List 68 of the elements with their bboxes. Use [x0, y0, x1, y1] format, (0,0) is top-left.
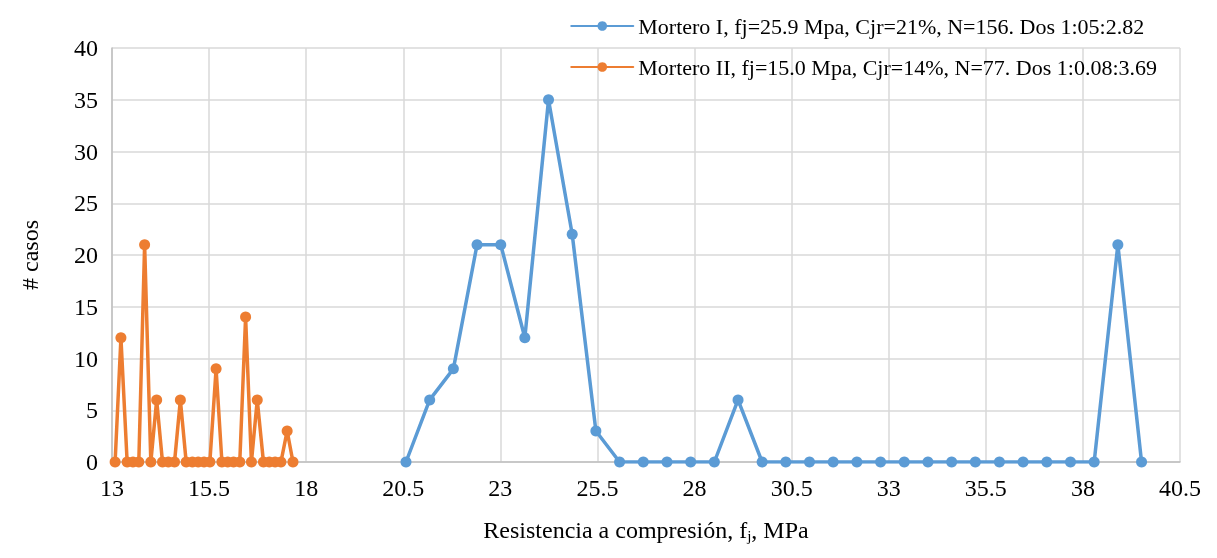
point	[287, 456, 299, 468]
point	[804, 456, 815, 468]
x-tick-label: 28	[682, 475, 707, 501]
point	[251, 394, 263, 406]
x-tick-label: 20.5	[382, 475, 425, 501]
point	[115, 332, 127, 344]
point	[756, 456, 768, 468]
point	[661, 456, 673, 468]
x-tick-label: 38	[1070, 475, 1095, 501]
point	[946, 456, 958, 468]
point	[174, 394, 186, 406]
legend-label: Mortero I, fj=25.9 Mpa, Cjr=21%, N=156. Dos 1:05:2.82	[638, 13, 1145, 39]
point	[780, 456, 792, 468]
point	[1112, 239, 1124, 251]
y-tick-label: 0	[86, 449, 98, 475]
x-tick-label: 13	[100, 475, 124, 501]
point	[566, 228, 578, 240]
point	[1136, 456, 1148, 468]
point	[400, 456, 412, 468]
point	[495, 239, 507, 251]
point	[1017, 456, 1029, 468]
x-tick-label: 30.5	[770, 475, 813, 501]
point	[898, 456, 910, 468]
x-tick-label: 33	[876, 475, 901, 501]
point	[732, 394, 744, 406]
point	[519, 332, 531, 344]
point	[543, 94, 555, 106]
point	[145, 456, 157, 468]
point	[1041, 456, 1053, 468]
point	[109, 456, 121, 468]
point	[151, 394, 163, 406]
x-tick-label: 40.5	[1159, 475, 1201, 501]
point	[281, 425, 293, 437]
point	[590, 425, 602, 437]
point	[969, 456, 981, 468]
point	[993, 456, 1005, 468]
point	[1064, 456, 1076, 468]
point	[614, 456, 626, 468]
x-tick-label: 25.5	[576, 475, 619, 501]
x-tick-label: 15.5	[188, 475, 231, 501]
x-tick-label: 18	[294, 475, 319, 501]
legend-label: Mortero II, fj=15.0 Mpa, Cjr=14%, N=77. Dos 1:0.08:3.69	[638, 54, 1157, 80]
y-tick-label: 20	[74, 242, 98, 268]
y-tick-label: 40	[74, 35, 98, 61]
point	[240, 311, 252, 323]
point	[424, 394, 436, 406]
point	[827, 456, 839, 468]
point	[210, 363, 222, 375]
y-axis-title: # casos	[17, 220, 43, 290]
point	[471, 239, 483, 251]
y-tick-label: 5	[86, 397, 98, 424]
point	[447, 363, 459, 375]
y-tick-label: 25	[74, 190, 98, 217]
point	[875, 456, 887, 468]
point	[708, 456, 720, 468]
point	[139, 239, 151, 251]
x-tick-label: 23	[488, 475, 513, 501]
point	[685, 456, 697, 468]
y-tick-label: 35	[74, 86, 98, 113]
y-tick-label: 30	[74, 138, 98, 165]
point	[1088, 456, 1100, 468]
y-tick-label: 15	[74, 293, 98, 320]
point	[637, 456, 649, 468]
point	[851, 456, 863, 468]
point	[245, 456, 257, 468]
x-tick-label: 35.5	[964, 475, 1007, 501]
y-tick-label: 10	[74, 345, 98, 372]
point	[922, 456, 934, 468]
